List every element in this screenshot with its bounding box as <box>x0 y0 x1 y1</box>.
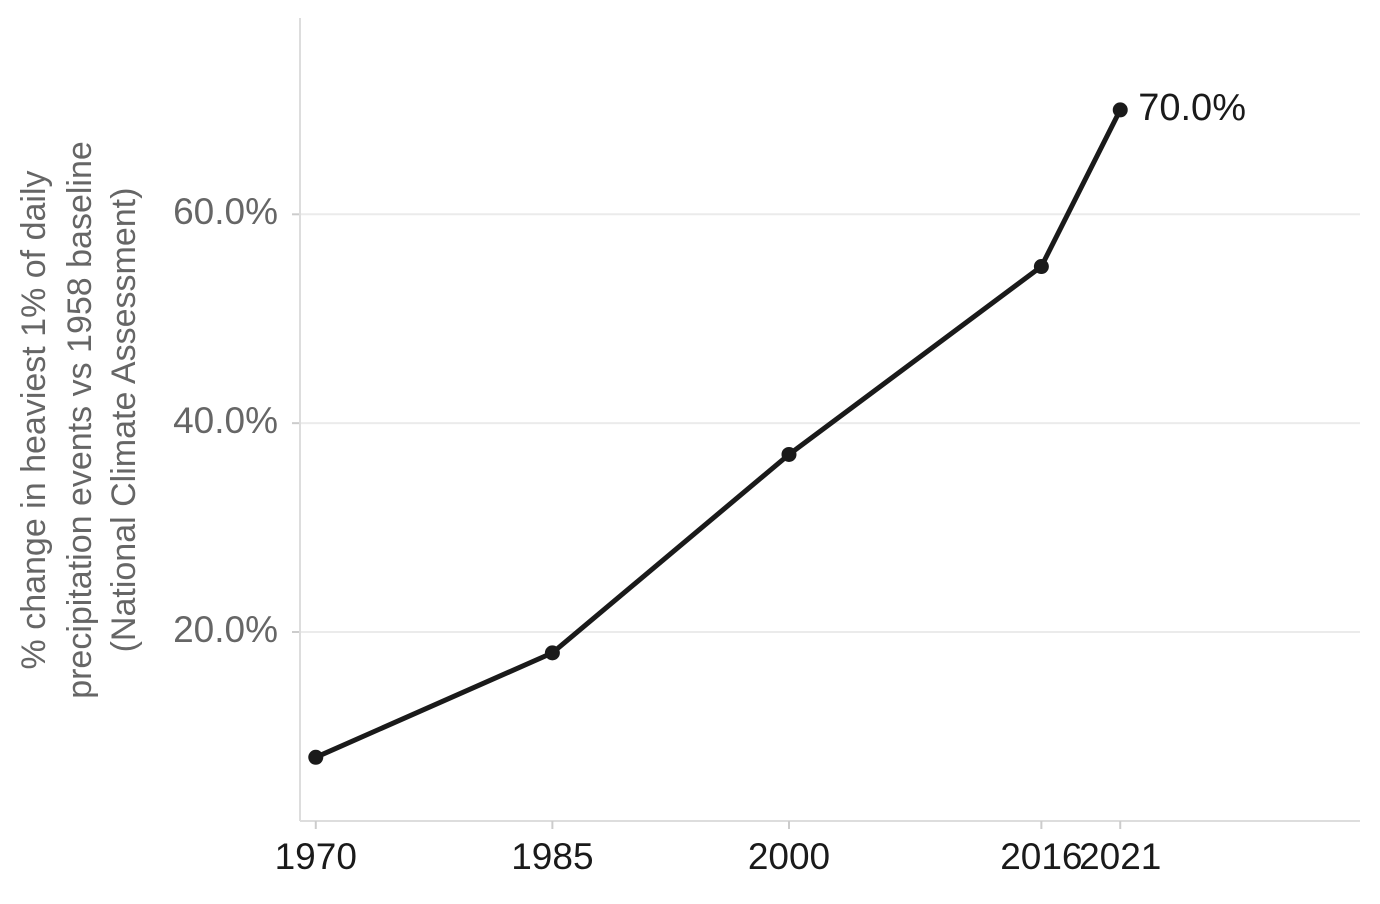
x-tick-label: 2000 <box>748 836 830 877</box>
x-tick-label: 2021 <box>1079 836 1161 877</box>
y-axis-label-line: (National Climate Assessment) <box>105 188 143 653</box>
y-tick-label: 20.0% <box>173 609 278 650</box>
y-tick-label: 60.0% <box>173 191 278 232</box>
x-tick-label: 2016 <box>1000 836 1082 877</box>
y-axis-label-line: precipitation events vs 1958 baseline <box>61 141 99 699</box>
data-label: 70.0% <box>1138 87 1246 129</box>
data-point <box>1033 259 1049 275</box>
data-point <box>781 446 797 462</box>
data-point <box>544 645 560 661</box>
data-point <box>1112 102 1128 118</box>
y-axis-label: % change in heaviest 1% of daily precipi… <box>15 141 143 699</box>
y-tick-label: 40.0% <box>173 400 278 441</box>
y-axis-label-line: % change in heaviest 1% of daily <box>15 171 53 670</box>
data-line <box>314 108 1123 760</box>
x-tick-label: 1985 <box>511 836 593 877</box>
x-tick-label: 1970 <box>275 836 357 877</box>
data-point <box>308 749 324 765</box>
